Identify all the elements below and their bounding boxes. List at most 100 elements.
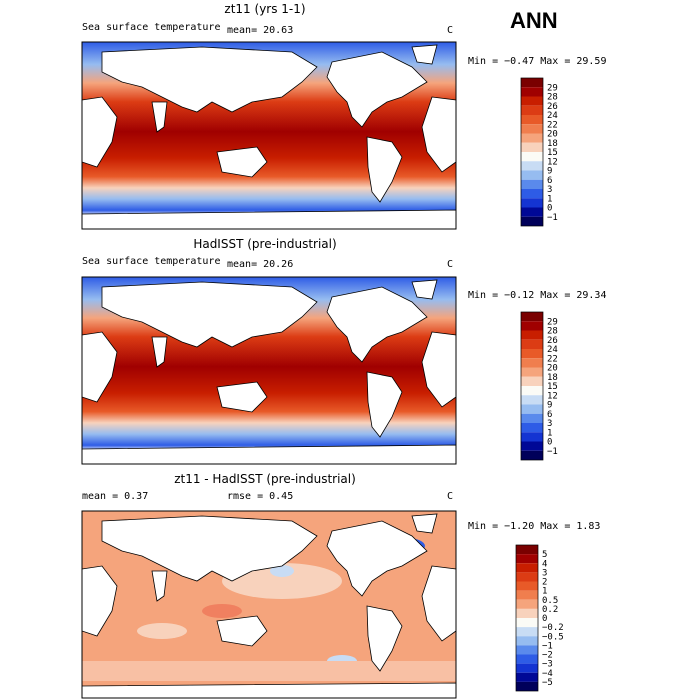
panel1-minmax: Min = −0.47 Max = 29.59 (468, 56, 607, 67)
colorbar-tick-label: 2 (542, 578, 547, 588)
panel3-frame (81, 510, 457, 699)
colorbar-frame (520, 77, 544, 227)
panel3-rmse: rmse = 0.45 (227, 491, 294, 502)
colorbar-tick-label: 0.5 (542, 596, 558, 606)
colorbar-tick-label: 12 (547, 157, 558, 167)
colorbar-tick-label: 15 (547, 148, 558, 158)
colorbar-segment (521, 450, 543, 460)
colorbar-segment (521, 133, 543, 143)
colorbar-segment (521, 152, 543, 162)
panel2-map (81, 276, 457, 465)
panel3-mean: mean = 0.37 (82, 491, 149, 502)
colorbar-segment (521, 87, 543, 97)
colorbar-segment (521, 386, 543, 396)
colorbar-tick-label: 1 (547, 194, 552, 204)
panel3-anomalies (82, 538, 456, 681)
panel2-minmax: Min = −0.12 Max = 29.34 (468, 290, 607, 301)
colorbar-segment (516, 545, 538, 555)
colorbar-frame (520, 311, 544, 461)
colorbar-tick-label: 6 (547, 176, 552, 186)
colorbar-segment (516, 654, 538, 664)
colorbar-tick-label: −0.5 (542, 632, 564, 642)
colorbar-segment (516, 618, 538, 628)
colorbar-segment (521, 395, 543, 405)
colorbar-tick-label: 3 (542, 568, 547, 578)
colorbar-segment (521, 179, 543, 189)
colorbar-tick-label: −2 (542, 651, 553, 661)
colorbar-tick-label: 9 (547, 167, 552, 177)
colorbar-segment (516, 590, 538, 600)
colorbar-frame (515, 544, 539, 692)
panel2-variable: Sea surface temperature (82, 256, 221, 267)
colorbar-segment (521, 96, 543, 106)
colorbar-segment (521, 189, 543, 199)
colorbar-segment (516, 581, 538, 591)
colorbar-segment (521, 376, 543, 386)
colorbar-segment (521, 161, 543, 171)
panel1-variable: Sea surface temperature (82, 22, 221, 33)
colorbar-segment (521, 358, 543, 368)
colorbar-tick-label: −4 (542, 669, 553, 679)
colorbar-segment (516, 627, 538, 637)
colorbar-tick-label: 26 (547, 336, 558, 346)
colorbar-tick-label: 5 (542, 550, 547, 560)
colorbar-segment (521, 413, 543, 423)
colorbar-tick-label: −1 (547, 213, 558, 223)
panel2-mean: mean= 20.26 (227, 259, 294, 270)
colorbar-segment (521, 367, 543, 377)
panel3-units: C (447, 491, 454, 502)
colorbar-segment (521, 423, 543, 433)
colorbar-tick-label: −5 (542, 678, 553, 688)
colorbar-segment (516, 663, 538, 673)
colorbar-segment (516, 563, 538, 573)
panel1-land (81, 44, 457, 230)
colorbar-tick-label: 18 (547, 373, 558, 383)
colorbar-tick-label: 3 (547, 419, 552, 429)
colorbar-tick-label: 1 (542, 587, 547, 597)
panel1-title: zt11 (yrs 1-1) (224, 2, 306, 16)
colorbar-tick-label: 24 (547, 111, 558, 121)
colorbar-segment (516, 608, 538, 618)
colorbar-segment (521, 115, 543, 125)
panel2-land (81, 279, 457, 465)
colorbar-segment (521, 124, 543, 134)
colorbar-tick-label: 0 (547, 204, 552, 214)
colorbar-tick-label: 9 (547, 401, 552, 411)
colorbar-tick-label: 0.2 (542, 605, 558, 615)
panel1-map (81, 41, 457, 230)
colorbar-tick-label: 0 (542, 614, 547, 624)
colorbar-tick-label: 26 (547, 102, 558, 112)
panel1-units: C (447, 25, 454, 36)
colorbar-tick-label: 4 (542, 559, 547, 569)
panel3-minmax: Min = −1.20 Max = 1.83 (468, 521, 601, 532)
panel3-map (81, 510, 457, 699)
colorbar-tick-label: 28 (547, 93, 558, 103)
colorbar-tick-label: −0.2 (542, 623, 564, 633)
panel1-mean: mean= 20.63 (227, 25, 294, 36)
colorbar-tick-label: 1 (547, 428, 552, 438)
colorbar-segment (516, 572, 538, 582)
colorbar-segment (516, 672, 538, 682)
colorbar-segment (516, 554, 538, 564)
colorbar-segment (516, 681, 538, 691)
colorbar-tick-label: −1 (542, 641, 553, 651)
colorbar-tick-label: −3 (542, 660, 553, 670)
colorbar-tick-label: 0 (547, 438, 552, 448)
colorbar-segment (516, 645, 538, 655)
colorbar-tick-label: 20 (547, 364, 558, 374)
colorbar-tick-label: 3 (547, 185, 552, 195)
colorbar-tick-label: 24 (547, 345, 558, 355)
colorbar-segment (521, 142, 543, 152)
colorbar-tick-label: 12 (547, 391, 558, 401)
colorbar-segment (521, 78, 543, 88)
colorbar-segment (521, 441, 543, 451)
colorbar-segment (521, 404, 543, 414)
panel2-title: HadISST (pre-industrial) (193, 237, 337, 251)
colorbar-segment (521, 216, 543, 226)
colorbar-tick-label: 6 (547, 410, 552, 420)
panel2-units: C (447, 259, 454, 270)
colorbar-segment (521, 349, 543, 359)
